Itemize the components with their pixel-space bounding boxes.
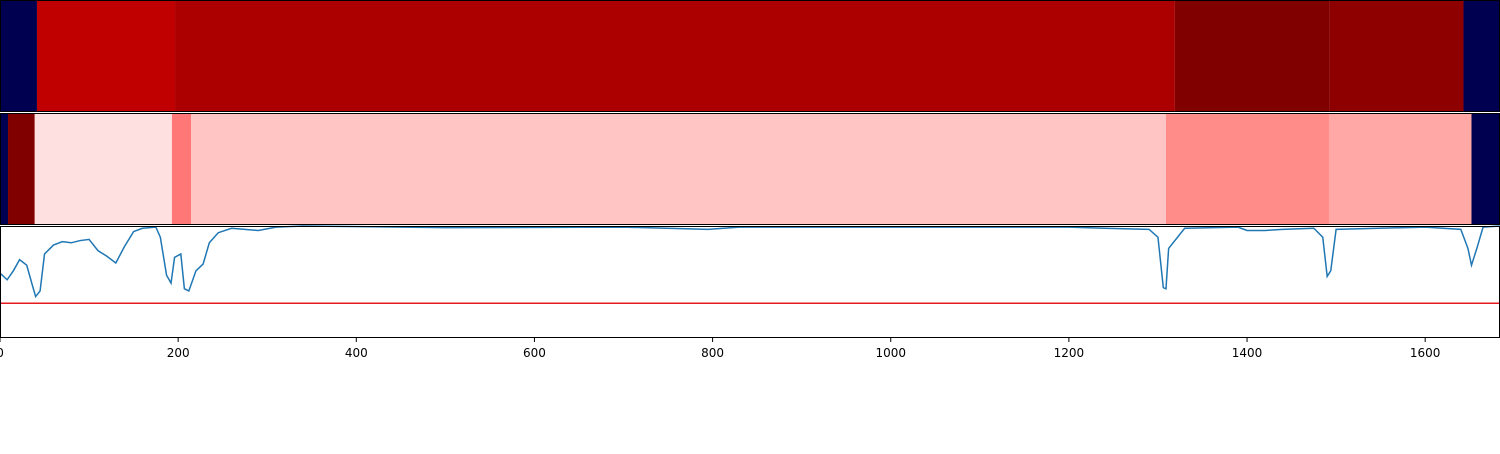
segment	[0, 113, 9, 225]
segment	[34, 113, 172, 225]
segment	[1471, 113, 1500, 225]
segment	[175, 0, 1175, 112]
x-tick-label: 400	[345, 346, 368, 360]
x-tick-label: 1000	[875, 346, 906, 360]
segment	[8, 113, 35, 225]
segment	[191, 113, 1166, 225]
segment	[0, 0, 37, 112]
x-tick-label: 0	[0, 346, 4, 360]
x-tick-label: 200	[167, 346, 190, 360]
x-tick-label: 800	[701, 346, 724, 360]
x-tick-label: 1200	[1054, 346, 1085, 360]
segment	[171, 113, 192, 225]
segment	[1463, 0, 1500, 112]
segment	[1328, 113, 1472, 225]
x-tick-label: 1600	[1410, 346, 1441, 360]
segment	[1174, 0, 1330, 112]
panel-border	[0, 226, 1500, 338]
segment	[1165, 113, 1329, 225]
line	[0, 225, 1500, 299]
x-tick-label: 600	[523, 346, 546, 360]
x-tick-label: 1400	[1232, 346, 1263, 360]
segment	[36, 0, 176, 112]
segment	[1329, 0, 1464, 112]
